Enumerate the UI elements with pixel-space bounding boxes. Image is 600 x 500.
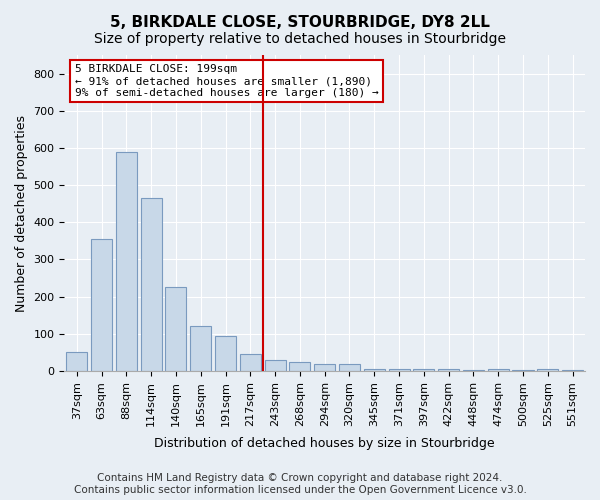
Bar — [413, 369, 434, 371]
Bar — [463, 370, 484, 371]
Bar — [91, 239, 112, 371]
Bar — [339, 364, 360, 371]
Text: Size of property relative to detached houses in Stourbridge: Size of property relative to detached ho… — [94, 32, 506, 46]
Bar — [265, 360, 286, 371]
Bar — [389, 369, 410, 371]
Bar — [488, 369, 509, 371]
Bar — [314, 364, 335, 371]
Bar — [289, 362, 310, 371]
Bar — [438, 369, 459, 371]
Bar — [166, 288, 187, 371]
Bar — [215, 336, 236, 371]
Bar — [364, 369, 385, 371]
Bar — [512, 370, 533, 371]
Text: 5 BIRKDALE CLOSE: 199sqm
← 91% of detached houses are smaller (1,890)
9% of semi: 5 BIRKDALE CLOSE: 199sqm ← 91% of detach… — [75, 64, 379, 98]
Text: Contains HM Land Registry data © Crown copyright and database right 2024.
Contai: Contains HM Land Registry data © Crown c… — [74, 474, 526, 495]
Bar — [140, 198, 162, 371]
Bar — [240, 354, 261, 371]
Bar — [190, 326, 211, 371]
Bar — [66, 352, 88, 371]
Bar — [562, 370, 583, 371]
Bar — [116, 152, 137, 371]
Text: 5, BIRKDALE CLOSE, STOURBRIDGE, DY8 2LL: 5, BIRKDALE CLOSE, STOURBRIDGE, DY8 2LL — [110, 15, 490, 30]
Bar — [537, 369, 559, 371]
X-axis label: Distribution of detached houses by size in Stourbridge: Distribution of detached houses by size … — [154, 437, 495, 450]
Y-axis label: Number of detached properties: Number of detached properties — [15, 114, 28, 312]
